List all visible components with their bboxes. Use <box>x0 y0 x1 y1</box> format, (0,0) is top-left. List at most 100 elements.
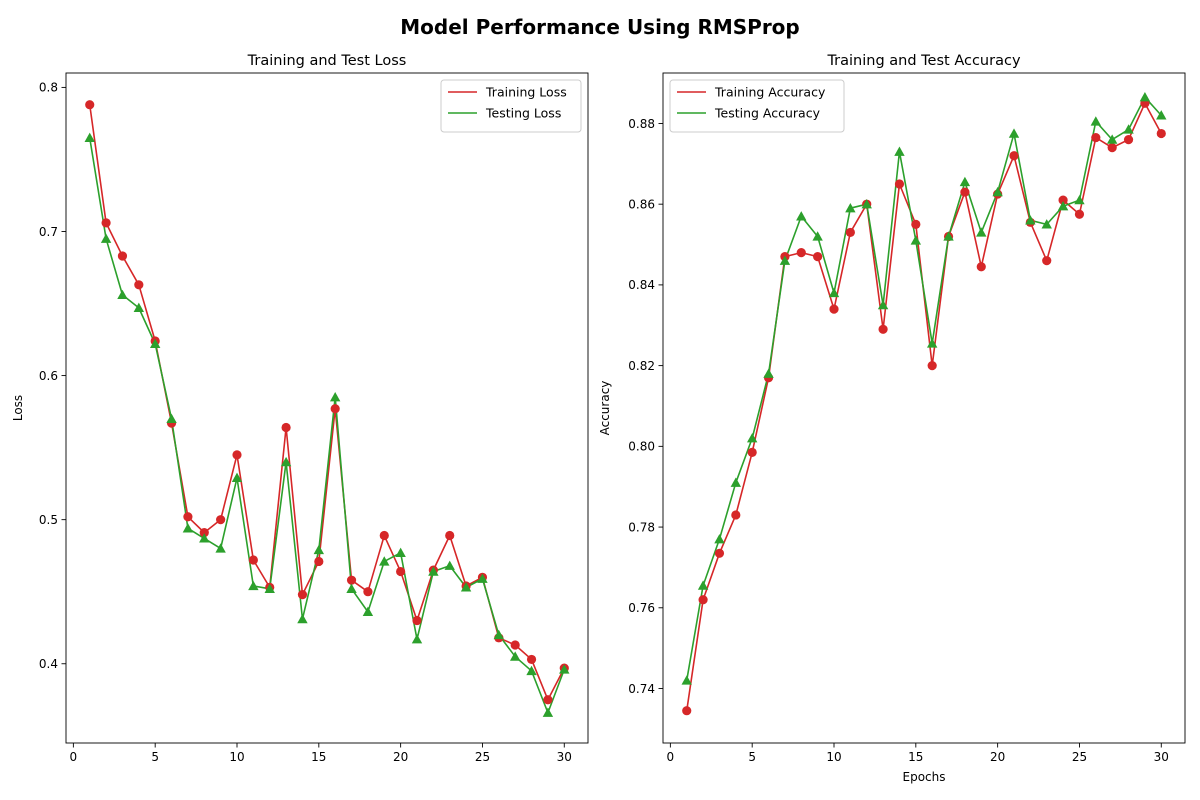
training-accuracy-point <box>1074 209 1085 219</box>
testing-accuracy-point <box>1123 124 1134 134</box>
testing-loss-point <box>149 338 161 349</box>
training-loss-point <box>117 251 128 261</box>
testing-loss-point <box>166 413 177 423</box>
testing-loss-point <box>100 233 112 243</box>
training-accuracy-point <box>845 227 855 238</box>
training-loss-point <box>363 587 373 597</box>
testing-accuracy-point <box>845 203 856 213</box>
loss-x-tick-label: 20 <box>393 750 408 764</box>
training-accuracy-point <box>698 595 708 605</box>
testing-accuracy-point <box>796 211 807 221</box>
training-accuracy-point <box>813 252 823 262</box>
accuracy-panel: Training and Test Accuracy 0 5 10 15 20 25 30 0.… <box>598 53 1186 784</box>
testing-loss-point <box>379 556 390 566</box>
training-loss-point <box>85 100 95 110</box>
testing-accuracy-point <box>861 198 872 209</box>
training-loss-point <box>216 515 226 525</box>
testing-loss-point <box>460 582 472 592</box>
training-loss-point <box>183 512 193 522</box>
training-loss-point <box>101 218 111 228</box>
accuracy-legend: Training Accuracy Testing Accuracy <box>669 79 845 133</box>
testing-accuracy-point <box>1008 128 1020 138</box>
training-accuracy-point <box>829 304 839 314</box>
testing-loss-point <box>428 566 439 576</box>
accuracy-x-tick-label: 30 <box>1154 750 1169 764</box>
testing-accuracy-point <box>926 338 938 348</box>
training-accuracy-point <box>960 187 970 197</box>
testing-accuracy-point <box>697 580 709 590</box>
training-accuracy-point <box>927 361 937 371</box>
testing-accuracy-point <box>910 235 922 245</box>
training-accuracy-point <box>796 248 806 258</box>
training-loss-point <box>543 695 553 705</box>
training-loss-point <box>314 556 324 567</box>
testing-accuracy-point <box>992 186 1003 197</box>
accuracy-y-tick-label: 0.82 <box>628 359 655 373</box>
training-loss-point <box>330 404 340 414</box>
testing-loss-point <box>199 533 210 543</box>
loss-x-tick-label: 25 <box>475 750 490 764</box>
training-accuracy-point <box>1123 134 1134 145</box>
testing-accuracy-point <box>877 299 889 310</box>
testing-loss-point <box>133 302 145 313</box>
training-loss-point <box>346 575 357 585</box>
accuracy-x-tick-label: 5 <box>748 750 756 764</box>
training-accuracy-point <box>894 179 905 189</box>
testing-loss-point <box>248 580 259 591</box>
training-loss-point <box>199 528 209 538</box>
testing-loss-point <box>215 543 226 553</box>
loss-x-tick-label: 15 <box>311 750 326 764</box>
testing-accuracy-point <box>763 368 774 378</box>
testing-loss-point <box>329 391 341 402</box>
testing-loss-point <box>117 289 128 300</box>
training-accuracy-point <box>976 262 986 272</box>
testing-loss-point <box>542 707 554 717</box>
accuracy-y-tick-label: 0.86 <box>628 197 655 211</box>
accuracy-x-tick-label: 20 <box>990 750 1005 764</box>
training-loss-point <box>232 450 242 460</box>
testing-loss-point <box>346 583 357 593</box>
loss-chart-title: Training and Test Loss <box>247 53 407 69</box>
testing-accuracy-point <box>1074 194 1085 205</box>
loss-y-tick-label: 0.4 <box>39 657 58 671</box>
testing-loss-point <box>297 613 308 624</box>
accuracy-x-tick-label: 25 <box>1072 750 1087 764</box>
training-accuracy-point <box>1042 256 1052 266</box>
loss-x-tick-label: 5 <box>151 750 159 764</box>
training-accuracy-point <box>878 324 888 334</box>
testing-accuracy-point <box>746 433 758 443</box>
accuracy-y-tick-label: 0.74 <box>628 682 655 696</box>
testing-loss-point <box>313 544 325 555</box>
testing-loss-point <box>509 651 521 661</box>
testing-loss-point <box>477 573 488 583</box>
training-loss-point <box>526 654 537 665</box>
accuracy-legend-box <box>669 79 845 133</box>
testing-loss-point <box>526 665 537 676</box>
testing-accuracy-point <box>1156 110 1167 120</box>
testing-accuracy-point <box>959 176 971 187</box>
testing-loss-point <box>411 634 423 644</box>
testing-accuracy-point <box>681 675 692 685</box>
training-accuracy-point <box>1058 195 1068 205</box>
training-accuracy-point <box>731 510 741 520</box>
training-loss-point <box>412 615 422 626</box>
training-accuracy-point <box>714 548 725 558</box>
loss-y-tick-label: 0.8 <box>39 81 58 95</box>
testing-accuracy-point <box>894 146 905 156</box>
testing-loss-point <box>559 664 570 674</box>
testing-accuracy-point <box>714 533 725 544</box>
testing-accuracy-point <box>779 255 791 265</box>
accuracy-y-axis-label: Accuracy <box>598 381 612 436</box>
training-accuracy-legend-label: Training Accuracy <box>714 85 826 100</box>
accuracy-y-tick-label: 0.80 <box>628 440 655 454</box>
accuracy-x-axis-label: Epochs <box>903 770 946 784</box>
loss-y-tick-label: 0.5 <box>39 513 58 527</box>
testing-accuracy-point <box>976 227 987 237</box>
training-loss-point <box>297 589 308 600</box>
testing-loss-point <box>395 547 406 557</box>
accuracy-chart-title: Training and Test Accuracy <box>826 53 1020 69</box>
testing-loss-point <box>264 583 275 593</box>
training-accuracy-point <box>1107 143 1117 153</box>
testing-loss-line <box>88 137 566 714</box>
training-loss-point <box>134 280 144 290</box>
